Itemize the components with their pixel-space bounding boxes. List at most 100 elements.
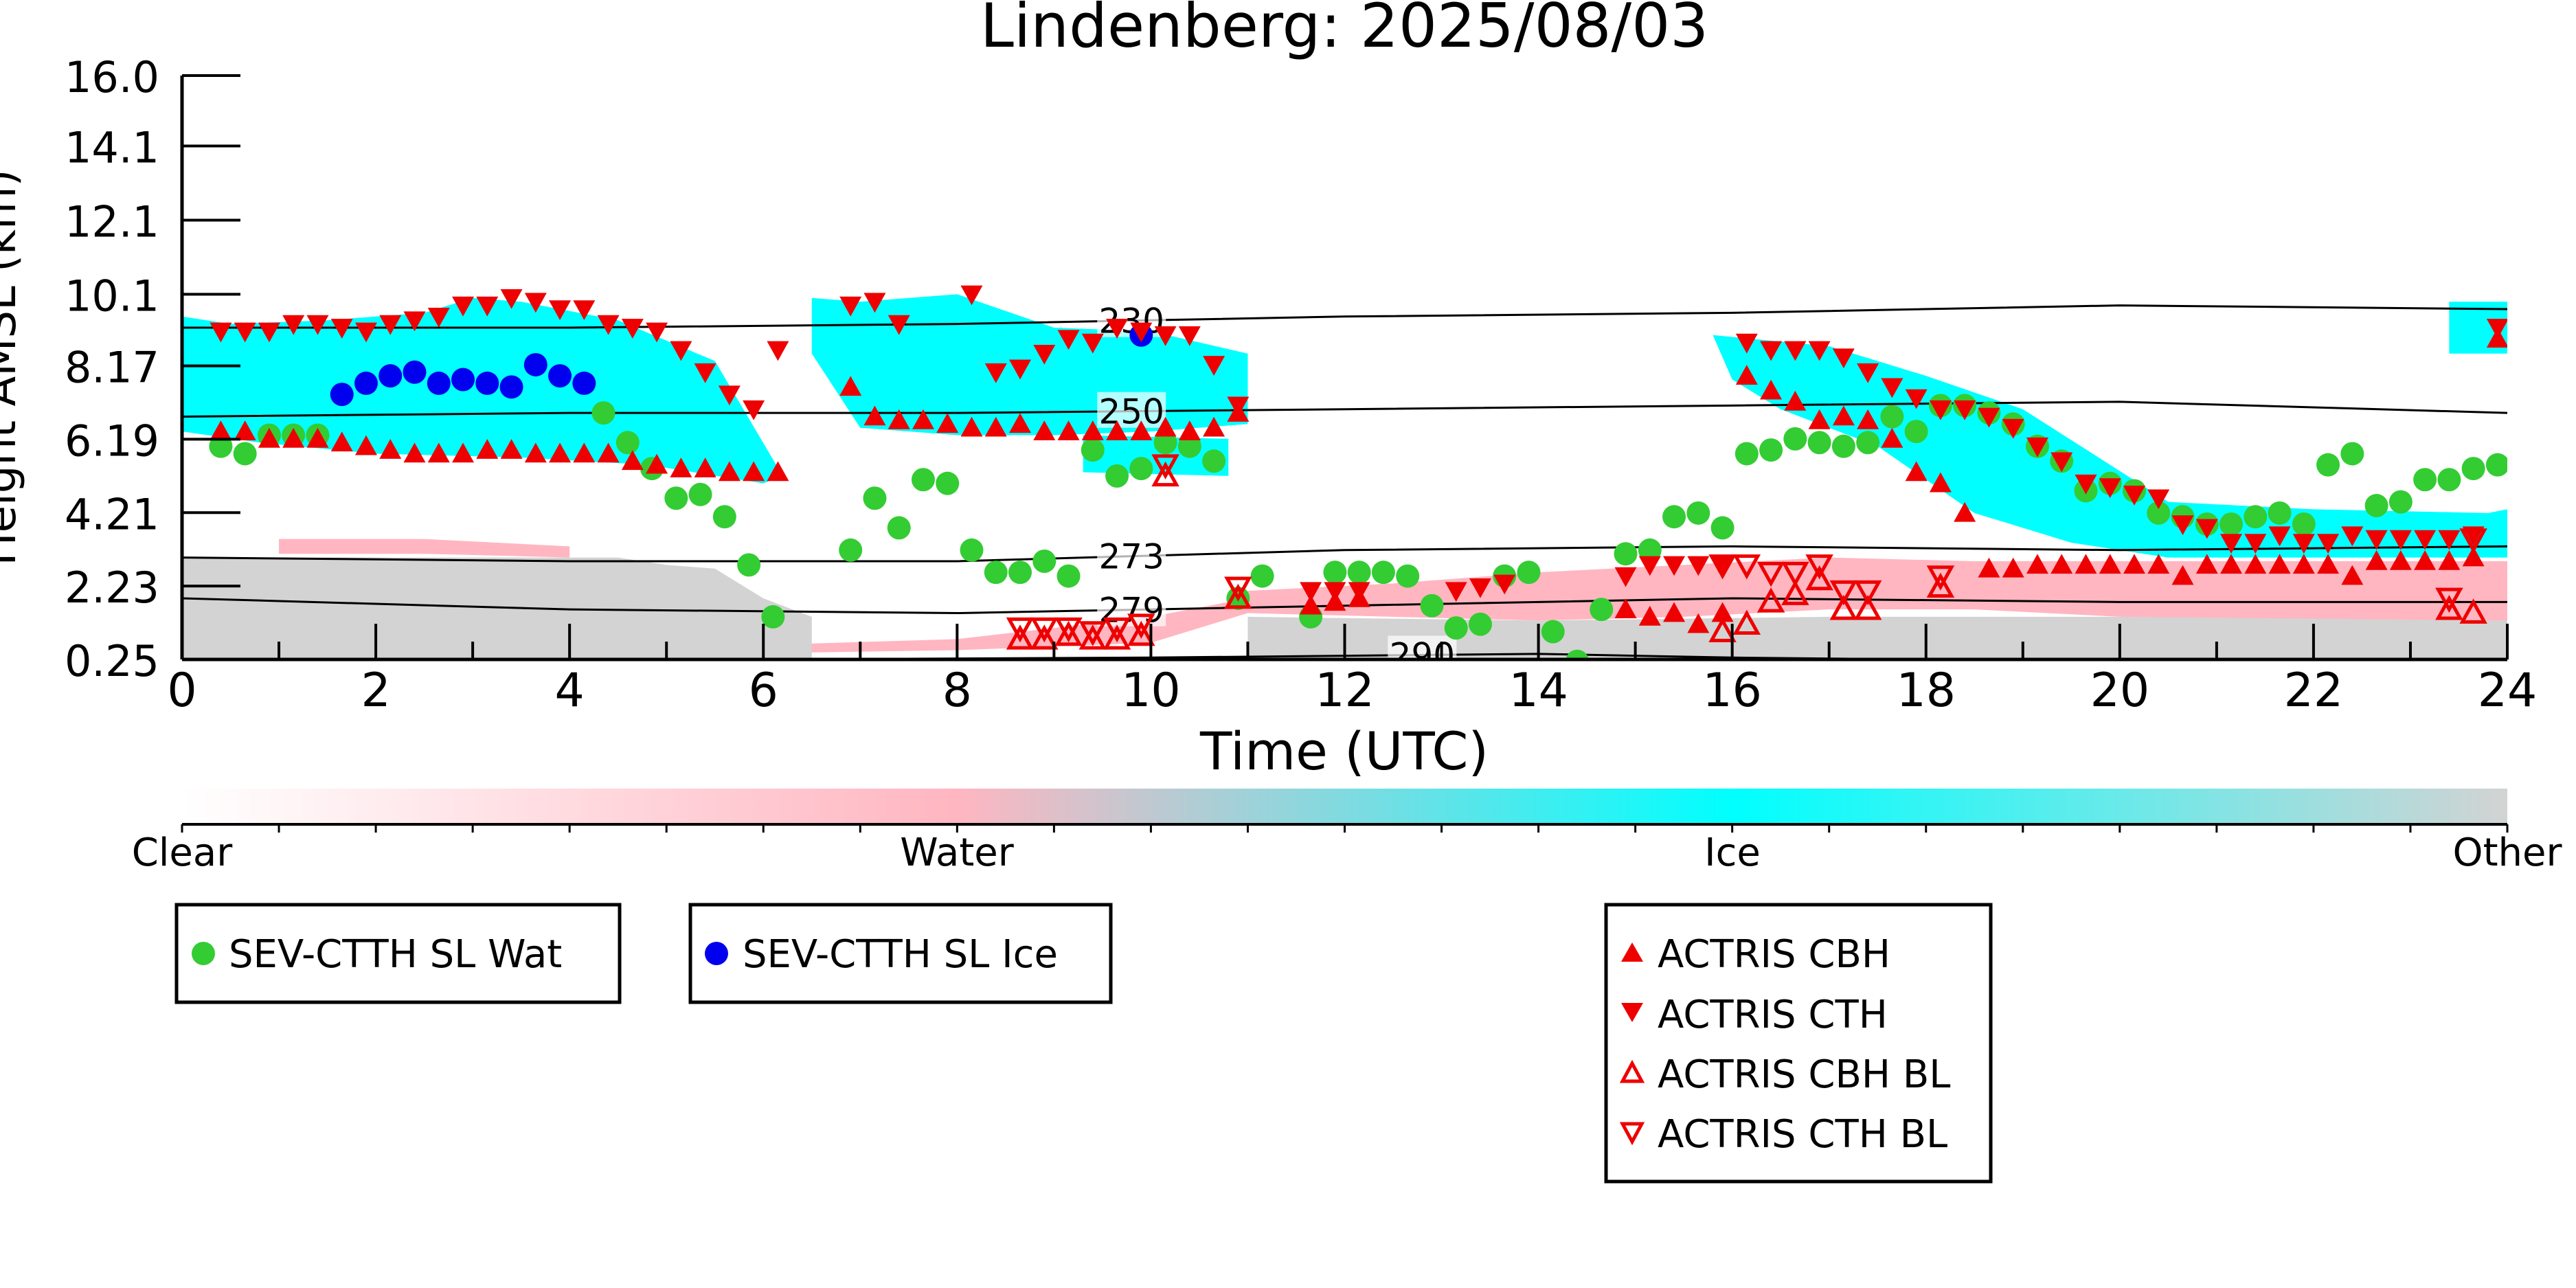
actris-cbh-marker bbox=[282, 427, 305, 448]
actris-cbh-marker bbox=[452, 442, 475, 463]
sev-ctth-sl-ice-marker bbox=[572, 371, 596, 395]
actris-cbh-marker bbox=[306, 427, 329, 448]
legend-box-ice: SEV-CTTH SL Ice bbox=[688, 903, 1113, 1004]
sev-ctth-sl-wat-marker bbox=[1323, 561, 1347, 585]
actris-cbh-marker bbox=[1760, 379, 1783, 400]
sev-ctth-sl-ice-marker bbox=[354, 371, 378, 395]
actris-cth-marker bbox=[960, 285, 983, 306]
sev-ctth-sl-wat-marker bbox=[936, 471, 960, 495]
actris-cth-marker bbox=[863, 293, 886, 313]
actris-cbh-bl-marker bbox=[1054, 620, 1083, 646]
actris-cth-marker bbox=[1033, 344, 1056, 365]
actris-cbh-marker bbox=[2147, 554, 2170, 574]
legend-marker-ice bbox=[705, 942, 728, 965]
x-tick-label: 14 bbox=[1509, 664, 1568, 718]
actris-cth-bl-marker bbox=[1805, 554, 1833, 580]
actris-cbh-marker bbox=[2341, 565, 2364, 585]
actris-cbh-marker bbox=[1057, 420, 1080, 440]
cloud-region-water bbox=[279, 539, 570, 558]
actris-cth-marker bbox=[524, 293, 547, 313]
actris-cth-marker bbox=[1711, 556, 1734, 576]
actris-cbh-marker bbox=[1954, 501, 1976, 522]
sev-ctth-sl-wat-marker bbox=[839, 538, 863, 562]
actris-cth-marker bbox=[718, 385, 741, 406]
actris-cbh-marker bbox=[1929, 472, 1952, 493]
actris-cth-bl-marker bbox=[1853, 580, 1882, 606]
x-tick-label: 0 bbox=[167, 664, 196, 718]
actris-cth-marker bbox=[427, 307, 450, 328]
actris-cth-marker bbox=[670, 341, 692, 361]
sev-ctth-sl-wat-marker bbox=[1347, 561, 1371, 585]
sev-ctth-sl-wat-marker bbox=[1153, 431, 1177, 455]
actris-cbh-bl-marker bbox=[1103, 624, 1131, 650]
contour-line bbox=[182, 400, 2507, 418]
y-tick-label: 4.21 bbox=[65, 489, 159, 539]
actris-cth-bl-marker bbox=[1756, 561, 1785, 587]
actris-cth-marker bbox=[403, 311, 426, 332]
sev-ctth-sl-wat-marker bbox=[233, 442, 257, 466]
data-markers bbox=[209, 285, 2507, 659]
sev-ctth-sl-ice-marker bbox=[403, 360, 427, 384]
actris-cth-marker bbox=[2147, 489, 2170, 510]
actris-cth-bl-marker bbox=[1006, 617, 1035, 643]
actris-cth-marker bbox=[500, 289, 523, 309]
legend-marker-cbh bbox=[1621, 942, 1643, 962]
sev-ctth-sl-wat-marker bbox=[2388, 490, 2413, 514]
sev-ctth-sl-wat-marker bbox=[2437, 468, 2461, 492]
actris-cth-marker bbox=[2414, 530, 2437, 550]
actris-cth-marker bbox=[2244, 534, 2267, 554]
actris-cbh-marker bbox=[524, 442, 547, 463]
actris-cbh-marker bbox=[984, 416, 1007, 437]
actris-cbh-marker bbox=[1638, 605, 1661, 626]
actris-cbh-bl-marker bbox=[1127, 620, 1155, 646]
sev-ctth-sl-wat-marker bbox=[1856, 431, 1880, 455]
actris-cbh-marker bbox=[743, 461, 765, 482]
sev-ctth-sl-wat-marker bbox=[737, 553, 761, 577]
sev-ctth-sl-wat-marker bbox=[664, 486, 688, 510]
actris-cbh-marker bbox=[379, 439, 402, 459]
actris-cth-marker bbox=[1687, 556, 1710, 576]
actris-cth-marker bbox=[646, 322, 668, 343]
actris-cth-marker bbox=[306, 315, 329, 335]
actris-cth-marker bbox=[2389, 530, 2412, 550]
actris-cth-bl-marker bbox=[1127, 613, 1155, 639]
x-axis-label: Time (UTC) bbox=[1199, 721, 1489, 782]
actris-cth-bl-marker bbox=[1732, 554, 1761, 580]
legend-label-wat: SEV-CTTH SL Wat bbox=[229, 932, 562, 977]
actris-cth-marker bbox=[1735, 333, 1758, 354]
sev-ctth-sl-wat-marker bbox=[2316, 453, 2340, 477]
actris-cbh-marker bbox=[2438, 550, 2461, 570]
actris-cth-marker bbox=[2292, 534, 2315, 554]
contour-label-bg bbox=[1388, 635, 1457, 659]
actris-cth-marker bbox=[1445, 582, 1467, 602]
actris-cbh-marker bbox=[2123, 554, 2145, 574]
sev-ctth-sl-wat-marker bbox=[2461, 457, 2485, 481]
contour-line bbox=[182, 545, 2507, 563]
actris-cth-marker bbox=[2075, 474, 2097, 495]
actris-cth-marker bbox=[452, 296, 475, 317]
sev-ctth-sl-ice-marker bbox=[427, 371, 451, 395]
colorbar-gradient bbox=[182, 789, 2507, 824]
actris-cbh-marker bbox=[1978, 557, 2000, 578]
actris-cbh-marker bbox=[646, 453, 668, 474]
actris-cth-marker bbox=[1663, 556, 1686, 576]
legend-frame bbox=[1604, 903, 1993, 1184]
contour-label-bg bbox=[1097, 392, 1166, 428]
actris-cbh-marker bbox=[597, 442, 620, 463]
actris-cbh-marker bbox=[2462, 546, 2485, 567]
actris-cth-bl-marker bbox=[1103, 617, 1131, 643]
cloud-region-other bbox=[182, 557, 812, 659]
actris-cth-bl-marker bbox=[1708, 554, 1737, 580]
actris-cbh-bl-marker bbox=[1151, 461, 1179, 487]
sev-ctth-sl-wat-marker bbox=[1759, 438, 1783, 462]
actris-cbh-marker bbox=[2171, 565, 2194, 585]
sev-ctth-sl-ice-marker bbox=[499, 375, 523, 399]
actris-cbh-bl-marker bbox=[1708, 617, 1737, 642]
x-tick-label: 2 bbox=[361, 664, 390, 718]
actris-cth-marker bbox=[354, 322, 377, 343]
sev-ctth-sl-wat-marker bbox=[1614, 542, 1638, 566]
colorbar-label-other: Other bbox=[2452, 831, 2562, 875]
actris-cbh-marker bbox=[549, 442, 572, 463]
legend-marker-cbh-bl bbox=[1619, 1059, 1645, 1083]
